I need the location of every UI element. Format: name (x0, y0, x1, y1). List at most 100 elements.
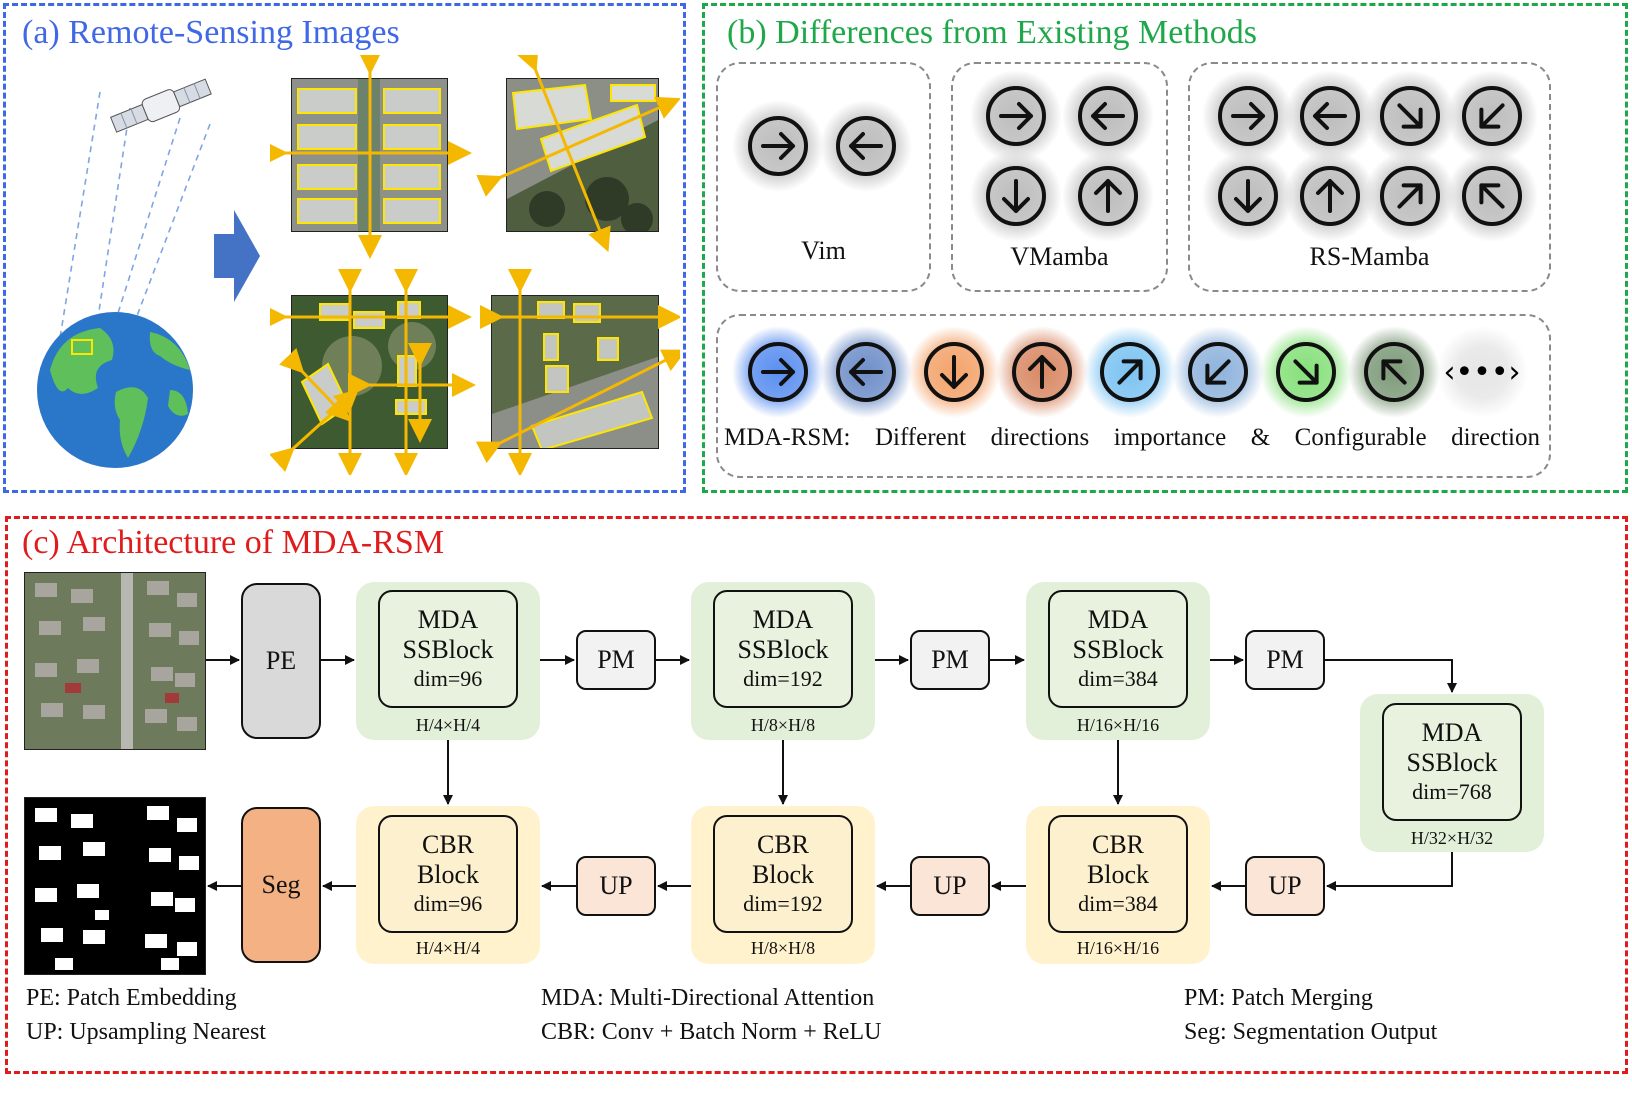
caption-word: Different (874, 424, 967, 451)
caption-word: importance (1113, 424, 1227, 451)
upsampling-3: UP (1245, 856, 1325, 916)
cbr-block-2: CBR Block dim=192 (713, 815, 853, 933)
scan-arrows-overlay (270, 55, 680, 475)
cbr-block-line1: CBR (1091, 830, 1145, 859)
cbr-block-line1: CBR (421, 830, 475, 859)
dots-bidirectional-icon: ‹•••› (1436, 326, 1528, 418)
mda-ssblock-line1: MDA (1087, 605, 1149, 634)
cbr-block-dim: dim=384 (1078, 891, 1158, 916)
legend-up: UP: Upsampling Nearest (26, 1019, 266, 1045)
earth-icon (37, 312, 193, 468)
arrow-down-right-icon (1364, 70, 1456, 162)
panel-differences (702, 3, 1628, 493)
method-vim-label: Vim (801, 236, 846, 265)
arrow-up-right-icon (1364, 150, 1456, 242)
arrow-down-icon (908, 326, 1000, 418)
arrow-up-left-icon (1348, 326, 1440, 418)
mda-ssblock-line1: MDA (417, 605, 479, 634)
mda-ssblock-dim: dim=192 (743, 666, 823, 691)
caption-word: Configurable (1294, 424, 1427, 451)
mda-ssblock-dim: dim=96 (413, 666, 483, 691)
cbr-block-dim: dim=96 (413, 891, 483, 916)
arrow-down-left-icon (1172, 326, 1264, 418)
arrow-up-right-icon (1084, 326, 1176, 418)
cbr-block-line2: Block (1086, 860, 1150, 889)
upsampling-1: UP (576, 856, 656, 916)
satellite-earth-illustration (37, 78, 212, 468)
patch-merging-3: PM (1245, 630, 1325, 690)
panel-b-title: (b) Differences from Existing Methods (727, 14, 1258, 51)
arrow-right-icon (970, 70, 1062, 162)
mda-ssblock-dim: dim=384 (1078, 666, 1158, 691)
mda-ssblock-line2: SSBlock (1072, 635, 1164, 664)
arrow-down-icon (970, 150, 1062, 242)
decoder-1-resolution: H/4×H/4 (415, 938, 481, 958)
method-rsmamba-box (1188, 62, 1551, 292)
legend-pm: PM: Patch Merging (1184, 985, 1373, 1011)
arrow-right-icon (1202, 70, 1294, 162)
mda-ssblock-2: MDA SSBlock dim=192 (713, 590, 853, 708)
arrow-left-icon (820, 100, 912, 192)
legend-cbr: CBR: Conv + Batch Norm + ReLU (541, 1019, 882, 1045)
panel-remote-sensing (3, 3, 686, 493)
cbr-block-3: CBR Block dim=384 (1048, 815, 1188, 933)
input-aerial-image (24, 572, 206, 750)
cbr-block-1: CBR Block dim=96 (378, 815, 518, 933)
arrow-down-left-icon (1446, 70, 1538, 162)
cbr-block-line2: Block (416, 860, 480, 889)
mda-ssblock-3: MDA SSBlock dim=384 (1048, 590, 1188, 708)
method-vmamba-label: VMamba (1010, 242, 1109, 271)
arrow-left-icon (820, 326, 912, 418)
arrow-right-icon (732, 326, 824, 418)
mda-rsm-caption-prefix: MDA-RSM: (724, 424, 851, 451)
arrow-up-icon (1062, 150, 1154, 242)
decoder-2-resolution: H/8×H/8 (750, 938, 816, 958)
arrow-left-icon (1062, 70, 1154, 162)
arrow-up-icon (1284, 150, 1376, 242)
cbr-block-dim: dim=192 (743, 891, 823, 916)
caption-word: directions (990, 424, 1090, 451)
panel-c-title: (c) Architecture of MDA-RSM (22, 524, 445, 561)
cbr-block-line2: Block (751, 860, 815, 889)
method-rsmamba-label: RS-Mamba (1309, 242, 1430, 271)
segmentation-output-block: Seg (241, 807, 321, 963)
mda-ssblock-line2: SSBlock (402, 635, 494, 664)
mda-ssblock-line2: SSBlock (1406, 748, 1498, 777)
upsampling-2: UP (910, 856, 990, 916)
mda-ssblock-dim: dim=768 (1412, 779, 1492, 804)
legend-seg: Seg: Segmentation Output (1184, 1019, 1438, 1045)
mda-ssblock-line1: MDA (1421, 718, 1483, 747)
arrow-right-icon (732, 100, 824, 192)
satellite-icon (109, 78, 212, 133)
arrow-down-icon (1202, 150, 1294, 242)
arrow-up-icon (996, 326, 1088, 418)
mda-ssblock-line1: MDA (752, 605, 814, 634)
svg-text:‹•••›: ‹•••› (1443, 355, 1520, 390)
method-vim-box (716, 62, 931, 292)
encoder-1-resolution: H/4×H/4 (415, 715, 481, 735)
direction-icons-svg: ‹•••› (732, 70, 1538, 418)
caption-word: & (1250, 424, 1271, 451)
patch-merging-2: PM (910, 630, 990, 690)
patch-merging-1: PM (576, 630, 656, 690)
panel-architecture (5, 516, 1628, 1074)
mda-ssblock-1: MDA SSBlock dim=96 (378, 590, 518, 708)
encoder-3-resolution: H/16×H/16 (1076, 715, 1160, 735)
encoder-4-resolution: H/32×H/32 (1410, 828, 1494, 848)
mda-ssblock-line2: SSBlock (737, 635, 829, 664)
legend-pe: PE: Patch Embedding (26, 985, 237, 1011)
decoder-3-resolution: H/16×H/16 (1076, 938, 1160, 958)
encoder-2-resolution: H/8×H/8 (750, 715, 816, 735)
patch-embedding-block: PE (241, 583, 321, 739)
big-right-arrow-icon (214, 210, 260, 302)
arrow-up-left-icon (1446, 150, 1538, 242)
output-segmentation-mask (24, 797, 206, 975)
arrow-down-right-icon (1260, 326, 1352, 418)
legend-mda: MDA: Multi-Directional Attention (541, 985, 875, 1011)
mda-rsm-caption: MDA-RSM: Different directions importance… (724, 424, 1540, 452)
cbr-block-line1: CBR (756, 830, 810, 859)
method-vmamba-box (951, 62, 1168, 292)
mda-ssblock-4: MDA SSBlock dim=768 (1382, 703, 1522, 821)
arrow-left-icon (1284, 70, 1376, 162)
